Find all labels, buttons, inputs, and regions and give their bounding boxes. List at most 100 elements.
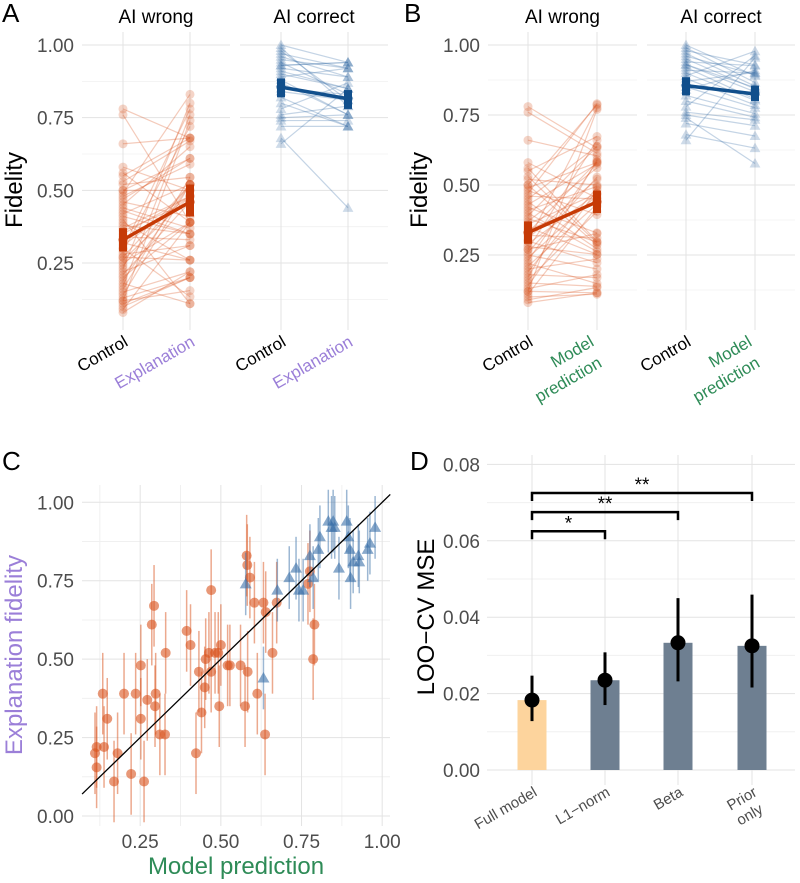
panel-b-facet-ai-wrong-pair-line — [527, 146, 598, 217]
panel-b-facet-ai-correct-pair-line — [685, 44, 756, 77]
panel-c-point-wrong — [213, 647, 224, 658]
panel-b-facet-ai-wrong-pair-line — [527, 226, 598, 255]
panel-a-facet-ai-correct-pair-line — [280, 67, 349, 78]
panel-b-facet-ai-wrong-control-point — [523, 166, 533, 176]
panel-b-facet-ai-wrong-pair-line — [527, 178, 598, 186]
panel-b-facet-ai-wrong-pair-line — [527, 162, 598, 189]
panel-a-facet-ai-wrong-control-point — [118, 110, 128, 120]
panel-b-facet-ai-correct-pair-line — [685, 111, 756, 121]
panel-c-point-wrong — [149, 600, 160, 611]
panel-b-facet-ai-wrong-treatment-point — [592, 288, 602, 298]
panel-b-facet-ai-wrong-control-point — [523, 247, 533, 257]
panel-d-significance-label: ** — [635, 475, 650, 496]
panel-c-point-wrong — [193, 666, 204, 677]
panel-b-facet-ai-wrong-pair-line — [527, 176, 598, 244]
panel-b-facet-ai-correct-pair-line — [685, 69, 756, 74]
panel-b-facet-ai-correct-treatment-point — [749, 102, 761, 112]
panel-a-facet-ai-correct-control-point — [275, 42, 287, 52]
panel-b-facet-ai-wrong-pair-line — [527, 107, 598, 242]
panel-b-facet-ai-correct-treatment-point — [749, 108, 761, 118]
panel-a-facet-ai-correct-control-point — [275, 120, 287, 131]
panel-c-ytick: 0.00 — [37, 807, 74, 828]
panel-a-facet-ai-wrong-pair-line — [122, 271, 191, 293]
panel-c-point-wrong — [112, 748, 123, 759]
panel-a-facet-ai-correct-treatment-point — [342, 120, 354, 131]
panel-a-facet-ai-correct-control-point — [275, 51, 287, 61]
panel-a-facet-ai-correct-control-point — [275, 39, 287, 50]
panel-a-facet-ai-wrong-control-point — [118, 252, 128, 262]
panel-a-facet-ai-wrong-summary-line — [122, 200, 191, 242]
panel-a-facet-ai-wrong-control-point — [118, 273, 128, 283]
panel-b-facet-ai-correct-control-point — [680, 42, 692, 52]
panel-b-facet-ai-wrong-treatment-point — [592, 104, 602, 114]
panel-a-facet-ai-wrong-pair-line — [122, 184, 191, 281]
panel-b-facet-ai-wrong-control-point — [523, 278, 533, 288]
panel-d-category-label: Beta — [651, 783, 687, 813]
panel-c-ytick: 1.00 — [37, 493, 74, 514]
panel-b-facet-ai-wrong-pair-line — [527, 206, 598, 295]
panel-c-point-correct — [239, 577, 252, 589]
panel-b-facet-ai-correct-title: AI correct — [680, 7, 762, 28]
panel-b-facet-ai-wrong-treatment-point — [592, 279, 602, 289]
panel-a-facet-ai-wrong-control-point — [118, 194, 128, 204]
panel-b-facet-ai-correct-treatment-point — [749, 111, 761, 122]
panel-c-point-wrong — [99, 741, 110, 752]
panel-a-facet-ai-wrong-summary-mean — [185, 197, 195, 207]
panel-c-point-wrong — [258, 597, 269, 608]
panel-c-point-wrong — [199, 682, 210, 693]
panel-a-facet-ai-wrong-control-point — [118, 200, 128, 210]
panel-a-facet-ai-wrong-treatment-point — [185, 172, 195, 182]
panel-b-facet-ai-wrong-control-point — [523, 289, 533, 299]
panel-a-facet-ai-wrong-treatment-point — [185, 241, 195, 251]
panel-c-ylabel: Explanation fidelity — [1, 555, 28, 755]
panel-c-point-wrong — [160, 647, 171, 658]
panel-b-facet-ai-wrong-pair-line — [527, 145, 598, 200]
panel-a-facet-ai-wrong-treatment-point — [185, 299, 195, 309]
panel-b-facet-ai-wrong-control-point — [523, 261, 533, 271]
panel-a-facet-ai-correct-treatment-point — [342, 109, 354, 119]
panel-a-facet-ai-correct-pair-line — [280, 50, 349, 101]
panel-a-facet-ai-correct-treatment-point — [342, 109, 354, 119]
panel-b-facet-ai-wrong-control-point — [523, 284, 533, 294]
panel-b-facet-ai-wrong-pair-line — [527, 109, 598, 292]
panel-b-facet-ai-wrong-pair-line — [527, 274, 598, 279]
panel-a-facet-ai-wrong-treatment-point — [185, 273, 195, 283]
panel-c-point-wrong — [109, 776, 120, 787]
panel-a-facet-ai-correct-pair-line — [280, 67, 349, 78]
panel-b-facet-ai-wrong-control-point — [523, 258, 533, 268]
panel-b-facet-ai-wrong-control-point — [523, 200, 533, 210]
panel-a-facet-ai-wrong-pair-line — [122, 277, 191, 305]
panel-a-facet-ai-wrong-pair-line — [122, 221, 191, 261]
panel-b-facet-ai-wrong-pair-line — [527, 292, 598, 304]
panel-b-facet-ai-wrong-treatment-point — [592, 270, 602, 280]
panel-b-facet-ai-correct-pair-line — [685, 52, 756, 87]
panel-a-facet-ai-wrong-treatment-point — [185, 255, 195, 265]
panel-c-point-wrong — [146, 619, 157, 630]
panel-a-facet-ai-wrong-treatment-point — [185, 255, 195, 265]
panel-b-facet-ai-correct-control-point — [680, 129, 692, 139]
panel-b-facet-ai-wrong-pair-line — [527, 240, 598, 264]
panel-a-facet-ai-wrong-control-point — [118, 217, 128, 227]
panel-b-facet-ai-wrong-treatment-point — [592, 181, 602, 191]
panel-a-facet-ai-correct-pair-line — [280, 102, 349, 127]
panel-c-point-wrong — [224, 660, 235, 671]
panel-c-point-wrong — [181, 625, 192, 636]
panel-d-ytick: 0.00 — [443, 761, 480, 782]
panel-b-facet-ai-correct-control-point — [680, 118, 692, 128]
panel-b-facet-ai-correct-pair-line — [685, 100, 756, 118]
panel-b-facet-ai-wrong-pair-line — [527, 293, 598, 298]
panel-b-facet-ai-correct-treatment-point — [749, 60, 761, 70]
panel-b-facet-ai-wrong-pair-line — [527, 111, 598, 154]
panel-b-facet-ai-wrong-control-point — [523, 194, 533, 204]
panel-a-facet-ai-wrong-control-point — [118, 267, 128, 277]
panel-b-facet-ai-correct-pair-line — [685, 61, 756, 67]
panel-b-facet-ai-correct-pair-line — [685, 78, 756, 106]
panel-a-facet-ai-wrong-control-point — [118, 212, 128, 222]
panel-c-point-wrong — [97, 688, 108, 699]
panel-b-facet-ai-correct-control-point — [680, 101, 692, 111]
panel-c-point-wrong — [260, 607, 271, 618]
panel-b-facet-ai-wrong-treatment-point — [592, 99, 602, 109]
panel-a-facet-ai-wrong-pair-line — [122, 126, 191, 252]
panel-a-facet-ai-wrong-treatment-point — [185, 229, 195, 239]
